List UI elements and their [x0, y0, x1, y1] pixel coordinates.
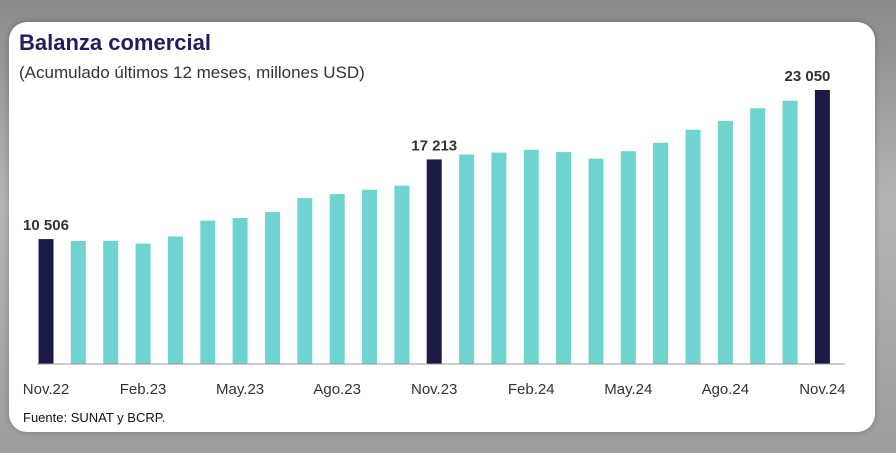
- x-tick-label: Ago.24: [702, 381, 750, 398]
- source-note: Fuente: SUNAT y BCRP.: [23, 410, 166, 425]
- bar: [523, 149, 539, 364]
- bar: [556, 152, 572, 364]
- x-tick-label: Nov.22: [23, 381, 69, 398]
- x-tick-label: May.23: [216, 381, 264, 398]
- bar: [653, 142, 669, 364]
- x-tick-label: May.24: [604, 381, 652, 398]
- bar: [588, 158, 604, 364]
- data-label: 23 050: [785, 68, 831, 85]
- x-tick-label: Feb.23: [120, 381, 167, 398]
- chart-title: Balanza comercial: [19, 30, 211, 55]
- bar: [491, 152, 507, 364]
- bar: [329, 194, 345, 364]
- data-label: 17 213: [411, 137, 457, 154]
- bar: [362, 189, 377, 364]
- data-label: 10 506: [23, 217, 69, 234]
- x-tick-label: Ago.23: [313, 381, 361, 398]
- bars-layer: [38, 90, 830, 365]
- bar: [782, 100, 798, 364]
- bar: [685, 129, 701, 364]
- bar: [750, 108, 766, 364]
- bar: [620, 151, 636, 364]
- bar: [135, 243, 151, 364]
- bar: [232, 218, 248, 364]
- x-tick-label: Nov.23: [411, 381, 457, 398]
- bar: [70, 241, 86, 364]
- bar-highlighted: [814, 90, 830, 364]
- bar: [103, 240, 119, 364]
- bar-chart: 10 506 17 213 23 050 Nov.22 Feb.23 May.23 Ago…: [23, 68, 846, 398]
- bar: [394, 185, 410, 364]
- data-labels-layer: 10 506 17 213 23 050: [23, 68, 830, 234]
- x-tick-label: Nov.24: [799, 381, 845, 398]
- bar: [265, 212, 280, 364]
- x-tick-labels-layer: Nov.22 Feb.23 May.23 Ago.23 Nov.23 Feb.24 May.…: [23, 381, 846, 398]
- bar: [167, 236, 183, 364]
- bar: [459, 154, 475, 364]
- bar: [297, 198, 313, 364]
- chart-card: Balanza comercial (Acumulado últimos 12 …: [9, 22, 875, 432]
- x-tick-label: Feb.24: [508, 381, 555, 398]
- bar-highlighted: [38, 239, 54, 364]
- bar: [200, 220, 216, 364]
- bar-highlighted: [426, 159, 442, 364]
- bar: [717, 120, 733, 365]
- chart-subtitle: (Acumulado últimos 12 meses, millones US…: [19, 63, 365, 82]
